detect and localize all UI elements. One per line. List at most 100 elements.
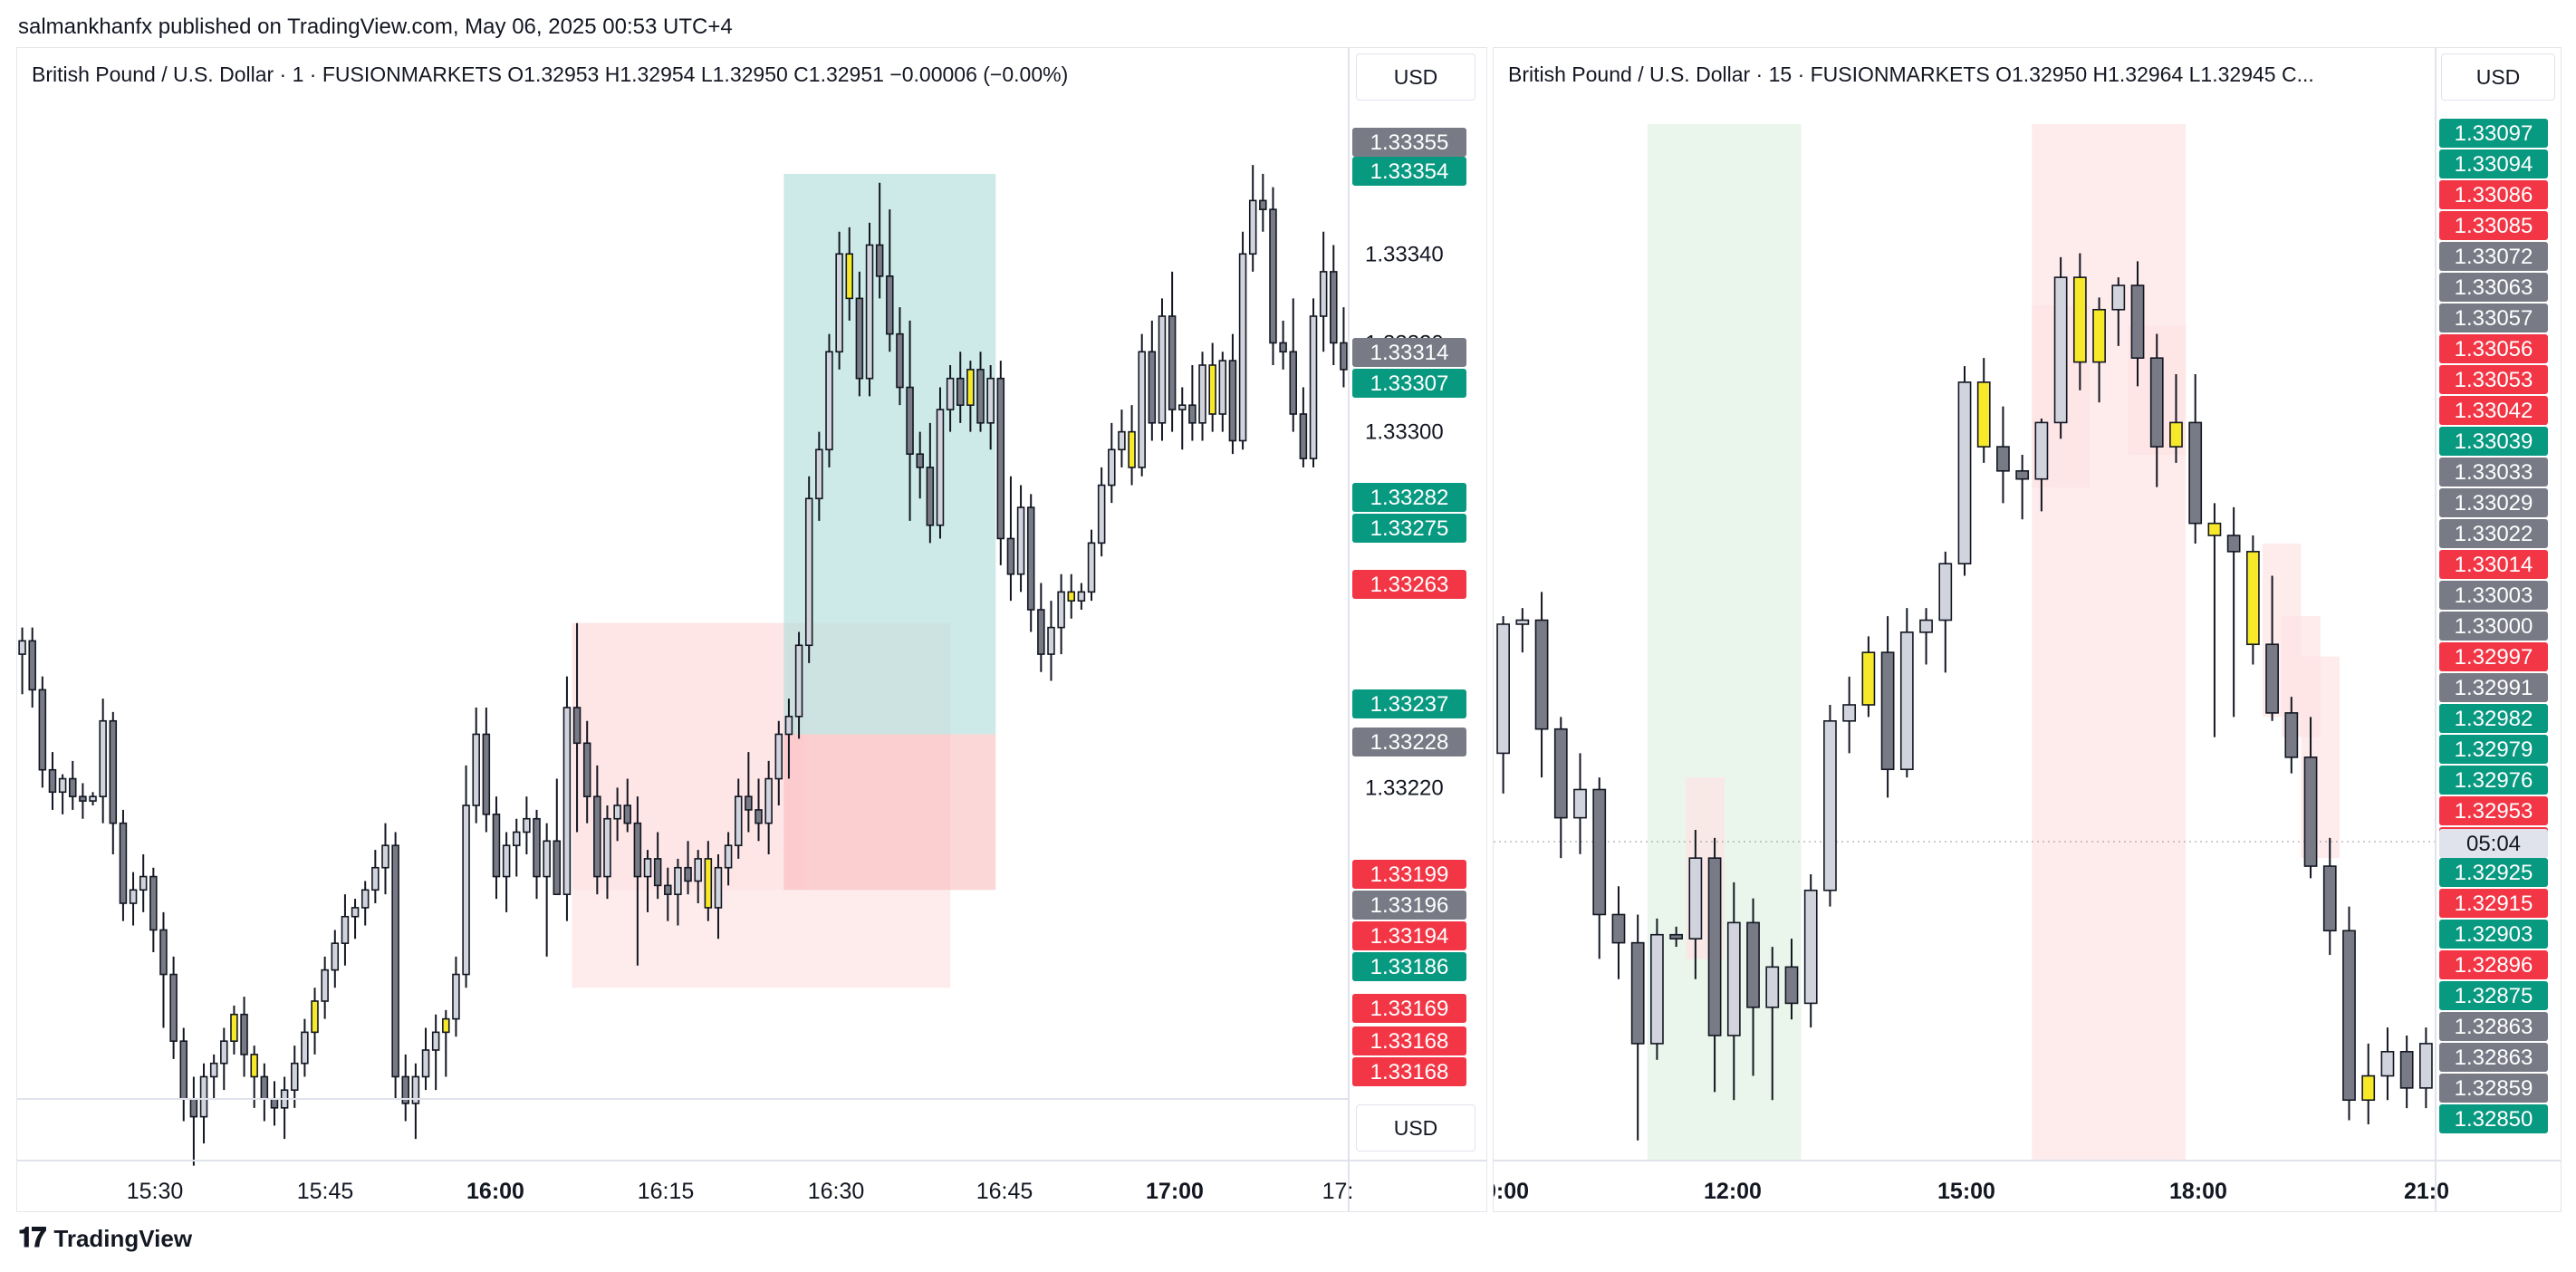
left-chart-panel[interactable]: 1.333401.333201.333001.3322015:3015:4516… xyxy=(16,47,1487,1212)
candle-body xyxy=(1688,857,1703,940)
left-currency-bottom[interactable]: USD xyxy=(1356,1104,1475,1152)
candle-body xyxy=(139,875,148,891)
candle-body xyxy=(1309,315,1318,459)
candle-body xyxy=(2245,551,2260,646)
candle-body xyxy=(381,844,389,869)
candle-body xyxy=(664,884,672,895)
candle-body xyxy=(926,467,935,526)
price-badge xyxy=(1352,1026,1466,1055)
candle-body xyxy=(1259,199,1267,210)
price-badge-label: 1.33194 xyxy=(1370,924,1449,949)
candle-body xyxy=(613,805,621,820)
candle-body xyxy=(875,244,884,277)
price-badge-label: 1.33086 xyxy=(2455,183,2533,207)
price-tick-label: 1.33220 xyxy=(1365,776,1444,800)
price-badge-label: 1.33056 xyxy=(2455,337,2533,361)
candle-body xyxy=(1784,966,1799,1005)
time-tick-label: 16:45 xyxy=(976,1179,1033,1204)
price-badge xyxy=(1352,728,1466,756)
candle-body xyxy=(452,973,460,1020)
candle-body xyxy=(533,817,541,878)
price-badge-label: 1.33237 xyxy=(1370,692,1449,717)
candle-body xyxy=(916,453,924,468)
candle-body xyxy=(179,1040,188,1100)
candle-body xyxy=(442,1017,450,1034)
candle-body xyxy=(1037,609,1045,655)
price-badge xyxy=(1352,570,1466,599)
price-badge xyxy=(2439,519,2548,548)
candle-body xyxy=(845,253,854,300)
countdown-badge xyxy=(2439,829,2548,858)
candle-body xyxy=(896,332,904,389)
price-badge-label: 1.32991 xyxy=(2455,676,2533,700)
candle-body xyxy=(149,875,158,931)
candle-body xyxy=(482,733,491,815)
candle-body xyxy=(815,448,823,500)
left-currency-top[interactable]: USD xyxy=(1356,53,1475,101)
right-chart-panel[interactable]: 9:00 12:00 15:00 18:00 21:0 1.33097 1.33094 1.3… xyxy=(1493,47,2562,1212)
price-badge xyxy=(2439,273,2548,302)
candle-body xyxy=(230,1013,238,1042)
price-badge-label: 1.33314 xyxy=(1370,341,1449,365)
candle-body xyxy=(855,297,864,380)
price-badge-label: 1.33097 xyxy=(2455,121,2533,146)
candle-body xyxy=(684,866,692,882)
candle-body xyxy=(1248,199,1257,255)
candle-body xyxy=(169,973,178,1042)
tradingview-logo-icon: 𝟏𝟕 xyxy=(18,1223,46,1253)
price-badge xyxy=(2439,396,2548,425)
price-badge-label: 1.32976 xyxy=(2455,768,2533,793)
candle-body xyxy=(1611,913,1626,944)
price-badge xyxy=(2439,766,2548,795)
candle-body xyxy=(2399,1051,2414,1089)
candle-body xyxy=(966,369,975,406)
price-badge-label: 1.33053 xyxy=(2455,368,2533,392)
right-chart-svg[interactable]: 9:00 12:00 15:00 18:00 21:0 1.33097 1.33094 1.3… xyxy=(1494,48,2561,1211)
candle-body xyxy=(1168,315,1177,410)
candle-body xyxy=(2053,276,2068,424)
left-chart-svg[interactable]: 1.333401.333201.333001.3322015:3015:4516… xyxy=(17,48,1486,1211)
price-badge xyxy=(2439,149,2548,178)
candle-body xyxy=(553,840,562,895)
price-badge-label: 1.33199 xyxy=(1370,862,1449,887)
candle-body xyxy=(1097,484,1106,544)
price-badge xyxy=(2439,581,2548,610)
price-badge-label: 1.33033 xyxy=(2455,460,2533,485)
price-badge xyxy=(1352,157,1466,186)
candle-body xyxy=(109,719,118,824)
price-badge xyxy=(1352,689,1466,718)
price-badge-label: 1.33228 xyxy=(1370,730,1449,755)
price-badge xyxy=(2439,458,2548,487)
candle-body xyxy=(1087,542,1096,593)
price-badge xyxy=(2439,211,2548,240)
candle-body xyxy=(421,1049,430,1078)
price-badge xyxy=(2439,488,2548,517)
candle-body xyxy=(311,1000,319,1034)
candle-body xyxy=(2034,421,2049,480)
candle-body xyxy=(119,822,128,904)
candle-body xyxy=(804,497,813,647)
candle-body xyxy=(1279,342,1287,353)
price-badge-label: 1.32982 xyxy=(2455,707,2533,731)
candle-body xyxy=(1269,208,1277,344)
right-currency-top[interactable]: USD xyxy=(2441,53,2555,101)
footer-brand[interactable]: 𝟏𝟕 TradingView xyxy=(18,1223,192,1254)
candle-body xyxy=(1861,651,1876,706)
candle-body xyxy=(1299,413,1308,459)
candle-body xyxy=(825,351,833,451)
candle-body xyxy=(1553,728,1568,819)
candle-body xyxy=(371,866,380,891)
candle-body xyxy=(68,777,77,797)
price-badge-label: 1.33029 xyxy=(2455,491,2533,516)
price-badge xyxy=(1352,891,1466,920)
candle-body xyxy=(643,858,652,878)
price-badge-label: 1.32863 xyxy=(2455,1015,2533,1039)
candle-body xyxy=(2130,284,2145,359)
time-tick-label: 16:30 xyxy=(808,1179,865,1204)
candle-body xyxy=(2361,1074,2376,1102)
price-badge xyxy=(2439,334,2548,363)
candle-body xyxy=(996,377,1005,540)
time-tick-label: 15:30 xyxy=(127,1179,184,1204)
price-badge-label: 1.33072 xyxy=(2455,245,2533,269)
price-badge-label: 1.32875 xyxy=(2455,984,2533,1008)
